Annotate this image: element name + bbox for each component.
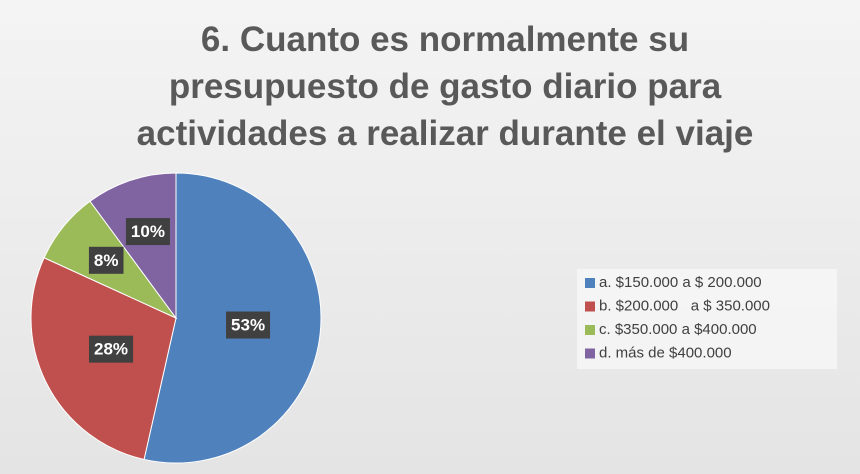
legend-swatch [585,325,595,335]
data-label: 53% [231,316,265,335]
data-label-bg [226,311,271,339]
data-label: 8% [94,251,119,270]
pie-slice [89,172,177,320]
chart-title: 6. Cuanto es normalmente su presupuesto … [136,20,754,153]
legend-label: a. $150.000 a $ 200.000 [599,274,762,291]
legend-label: d. más de $400.000 [599,344,732,361]
data-label: 28% [94,340,128,359]
data-label-bg [125,218,170,246]
legend-bg [577,269,837,369]
data-label: 10% [131,222,165,241]
data-label-bg [89,335,134,363]
legend-swatch [585,278,595,288]
legend-swatch [585,348,595,359]
legend-label: c. $350.000 a $400.000 [599,321,757,338]
legend-label: b. $200.000 a $ 350.000 [599,297,770,314]
data-label-bg [88,246,124,274]
legend-swatch [585,301,595,312]
